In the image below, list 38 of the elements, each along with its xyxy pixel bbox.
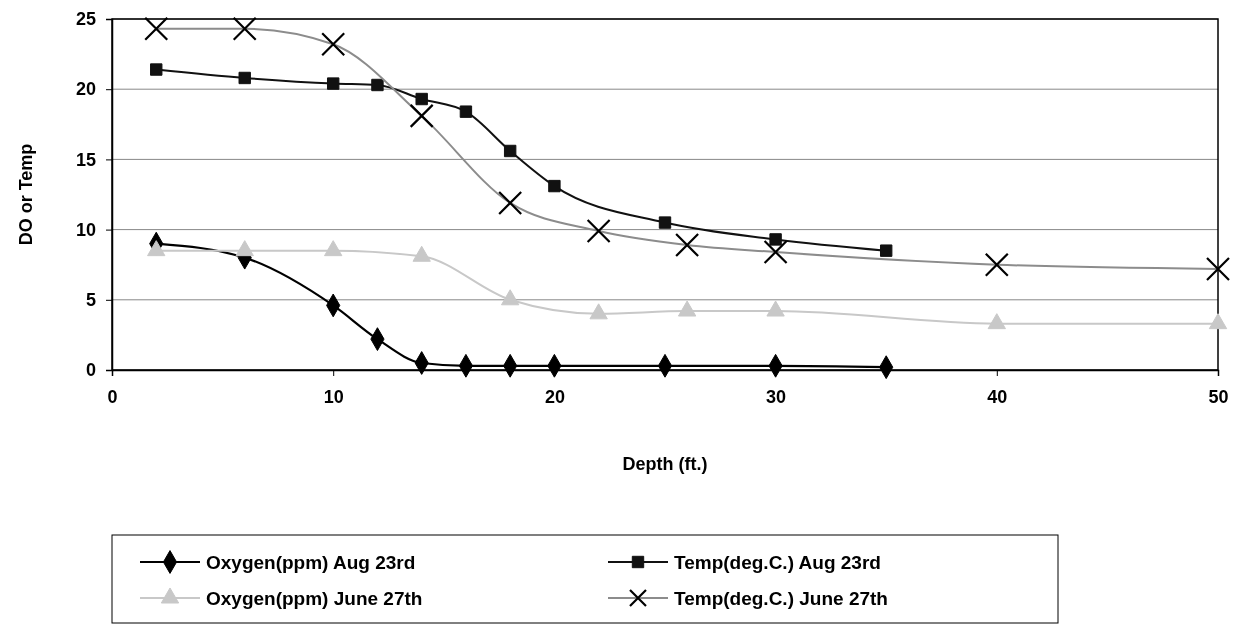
x-tick-label: 20 — [544, 386, 565, 407]
point — [987, 313, 1006, 330]
point — [415, 92, 428, 106]
legend-label: Temp(deg.C.) June 27th — [674, 588, 888, 609]
y-tick-label: 25 — [75, 9, 96, 30]
point — [371, 78, 384, 92]
legend-label: Temp(deg.C.) Aug 23rd — [674, 552, 881, 573]
point — [501, 289, 520, 306]
point — [589, 303, 608, 320]
point — [235, 240, 254, 257]
x-tick-label: 50 — [1208, 386, 1229, 407]
x-tick-label: 0 — [107, 386, 118, 407]
x-tick-label: 30 — [766, 386, 787, 407]
point — [327, 77, 340, 90]
y-tick-label: 5 — [85, 290, 96, 311]
y-axis-title: DO or Temp — [16, 143, 36, 246]
legend-label: Oxygen(ppm) June 27th — [206, 588, 423, 609]
point — [677, 300, 697, 317]
point — [324, 240, 343, 257]
y-tick-label: 10 — [75, 219, 96, 240]
point — [238, 71, 251, 85]
legend-label: Oxygen(ppm) Aug 23rd — [206, 552, 416, 573]
point — [880, 244, 893, 257]
x-axis-title: Depth (ft.) — [622, 454, 708, 474]
point — [503, 144, 517, 158]
point — [147, 240, 166, 257]
point — [769, 233, 782, 246]
y-tick-label: 20 — [75, 79, 96, 100]
x-tick-label: 40 — [987, 386, 1008, 407]
point — [459, 105, 473, 118]
point — [658, 216, 672, 229]
point — [150, 63, 163, 76]
y-tick-label: 0 — [85, 360, 96, 381]
point — [1208, 313, 1228, 330]
point — [766, 300, 785, 317]
point — [548, 179, 561, 193]
y-tick-label: 15 — [75, 149, 96, 170]
x-tick-label: 10 — [323, 386, 344, 407]
